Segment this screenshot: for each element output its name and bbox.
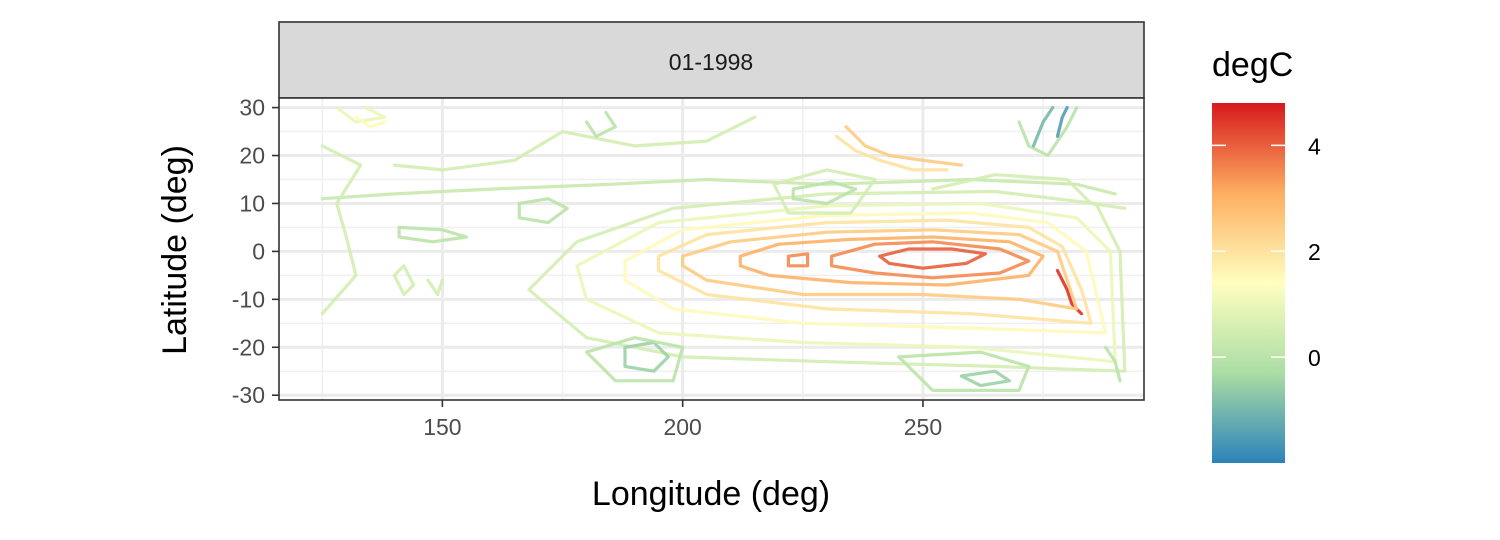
contour-line-30 bbox=[426, 278, 444, 297]
x-tick-label: 150 bbox=[423, 414, 461, 440]
x-tick-label: 200 bbox=[663, 414, 701, 440]
contour-line-1 bbox=[786, 252, 810, 268]
legend-tick-label: 2 bbox=[1308, 239, 1321, 265]
y-tick-label: 0 bbox=[252, 238, 265, 264]
contour-line-31 bbox=[930, 173, 1127, 210]
legend-tick-label: 4 bbox=[1308, 133, 1321, 159]
contour-line-15 bbox=[623, 340, 670, 373]
contour-line-3 bbox=[738, 235, 1045, 287]
y-axis-title: Latitude (deg) bbox=[156, 145, 194, 355]
contour-line-2 bbox=[829, 240, 1031, 280]
contour-line-5 bbox=[681, 228, 1079, 311]
contour-line-10 bbox=[320, 177, 1117, 201]
contour-line-24 bbox=[1055, 105, 1069, 138]
contour-line-14 bbox=[772, 168, 877, 215]
panel-title: 01-1998 bbox=[669, 49, 753, 75]
contour-line-9 bbox=[527, 189, 1127, 373]
y-axis-ticks: 30 20 10 0 -10 -20 -30 bbox=[232, 95, 279, 408]
contour-line-17 bbox=[959, 369, 1012, 388]
contour-lines bbox=[320, 105, 1127, 392]
facet-strip bbox=[278, 21, 1145, 99]
plot-border bbox=[278, 97, 1145, 401]
contour-line-29 bbox=[392, 264, 416, 297]
x-axis-title: Longitude (deg) bbox=[592, 475, 830, 513]
contour-line-19 bbox=[320, 144, 363, 316]
x-tick-label: 250 bbox=[904, 414, 942, 440]
y-tick-label: -20 bbox=[232, 334, 265, 360]
contour-line-23 bbox=[1031, 105, 1055, 148]
contour-line-0 bbox=[878, 247, 988, 270]
y-tick-label: -10 bbox=[232, 286, 265, 312]
x-axis-ticks: 150 200 250 bbox=[423, 400, 942, 440]
y-tick-label: 20 bbox=[239, 143, 265, 169]
y-tick-label: 10 bbox=[239, 190, 265, 216]
contour-line-32 bbox=[1103, 345, 1122, 383]
legend-colorbar bbox=[1212, 103, 1285, 463]
contour-line-16 bbox=[584, 336, 685, 383]
contour-line-13 bbox=[791, 180, 858, 206]
legend-tick-label: 0 bbox=[1308, 345, 1321, 371]
contour-line-8 bbox=[575, 201, 1117, 364]
contour-line-28 bbox=[354, 115, 387, 129]
contour-line-18 bbox=[897, 350, 1031, 392]
y-tick-label: -30 bbox=[232, 382, 265, 408]
contour-line-26 bbox=[844, 125, 964, 167]
contour-line-12 bbox=[517, 197, 569, 225]
contour-line-20 bbox=[392, 115, 757, 172]
contour-line-21 bbox=[584, 110, 618, 138]
contour-line-11 bbox=[397, 225, 468, 244]
contour-line-7 bbox=[623, 211, 1108, 335]
contour-line-6 bbox=[656, 218, 1093, 325]
legend-title: degC bbox=[1212, 46, 1293, 84]
contour-line-27 bbox=[335, 105, 387, 124]
contour-line-22 bbox=[1017, 105, 1079, 158]
legend-ticks: 0 2 4 bbox=[1212, 133, 1321, 371]
y-tick-label: 30 bbox=[239, 95, 265, 121]
contour-line-25 bbox=[834, 134, 949, 172]
